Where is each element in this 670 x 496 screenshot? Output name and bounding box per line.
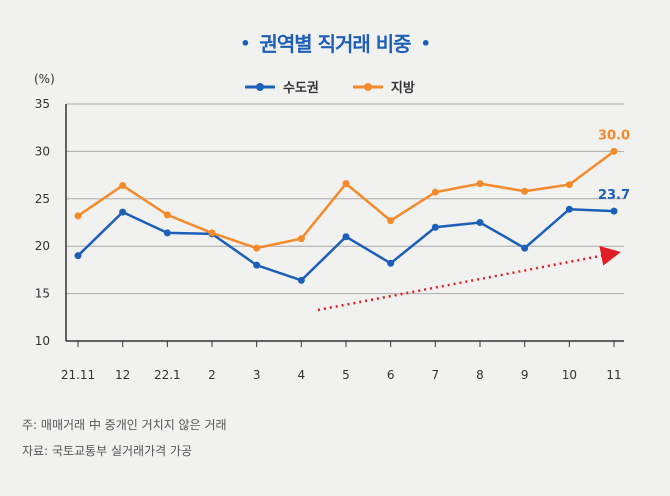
- data-point: [476, 219, 484, 226]
- data-point: [431, 223, 439, 231]
- end-value-label: 30.0: [598, 128, 630, 143]
- y-tick-label: 15: [35, 287, 50, 301]
- data-point: [253, 261, 261, 269]
- data-point: [565, 181, 573, 189]
- data-point: [253, 244, 261, 252]
- data-point: [119, 208, 127, 216]
- legend-label: 지방: [390, 81, 415, 96]
- x-tick-label: 4: [298, 368, 306, 382]
- chart-title: • 권역별 직거래 비중 •: [0, 28, 670, 57]
- x-tick-label: 3: [253, 368, 261, 382]
- x-tick-label: 7: [432, 368, 440, 382]
- data-point: [74, 212, 82, 220]
- y-tick-label: 20: [35, 239, 50, 253]
- data-point: [74, 252, 82, 260]
- legend: 수도권 지방: [245, 77, 415, 96]
- y-tick-label: 30: [35, 144, 50, 158]
- data-point: [521, 187, 529, 195]
- data-point: [387, 259, 395, 267]
- y-tick-label: 10: [35, 334, 50, 348]
- source-note: 자료: 국토교통부 실거래가격 가공: [22, 444, 193, 458]
- bullet-icon: •: [240, 34, 250, 53]
- data-point: [208, 229, 216, 237]
- data-point: [387, 217, 395, 225]
- legend-marker-icon: [352, 82, 383, 91]
- x-tick-label: 12: [115, 368, 130, 382]
- data-point: [119, 182, 127, 190]
- x-tick-label: 11: [606, 368, 621, 382]
- y-tick-label: 25: [35, 192, 50, 206]
- data-point: [565, 205, 573, 213]
- chart-title-text: 권역별 직거래 비중: [259, 32, 411, 56]
- end-value-label: 23.7: [598, 188, 630, 203]
- x-tick-label: 21.11: [61, 368, 95, 382]
- x-tick-label: 22.1: [154, 368, 181, 382]
- data-point: [610, 147, 618, 155]
- x-tick-label: 9: [521, 368, 529, 382]
- footnote: 주: 매매거래 中 중개인 거치지 않은 거래: [22, 418, 227, 432]
- data-point: [476, 180, 484, 188]
- legend-item-capital: 수도권: [245, 77, 319, 96]
- x-tick-label: 2: [208, 368, 216, 382]
- data-point: [431, 188, 439, 196]
- y-tick-label: 35: [35, 97, 50, 111]
- data-point: [342, 180, 350, 188]
- series-line: [77, 207, 615, 282]
- bullet-icon: •: [420, 34, 431, 53]
- x-tick-label: 6: [387, 368, 395, 382]
- data-point: [163, 229, 171, 237]
- data-point: [297, 235, 305, 243]
- legend-marker-icon: [245, 82, 275, 91]
- data-point: [163, 211, 171, 219]
- data-point: [342, 233, 350, 241]
- y-unit-label: (%): [34, 72, 55, 86]
- legend-item-region: 지방: [352, 77, 415, 96]
- trend-arrow: [317, 245, 621, 312]
- legend-label: 수도권: [283, 81, 319, 96]
- data-point: [521, 244, 529, 252]
- data-point: [297, 276, 305, 284]
- x-tick-label: 10: [562, 368, 577, 382]
- x-tick-label: 5: [342, 368, 350, 382]
- x-tick-label: 8: [476, 368, 484, 382]
- data-point: [610, 207, 618, 215]
